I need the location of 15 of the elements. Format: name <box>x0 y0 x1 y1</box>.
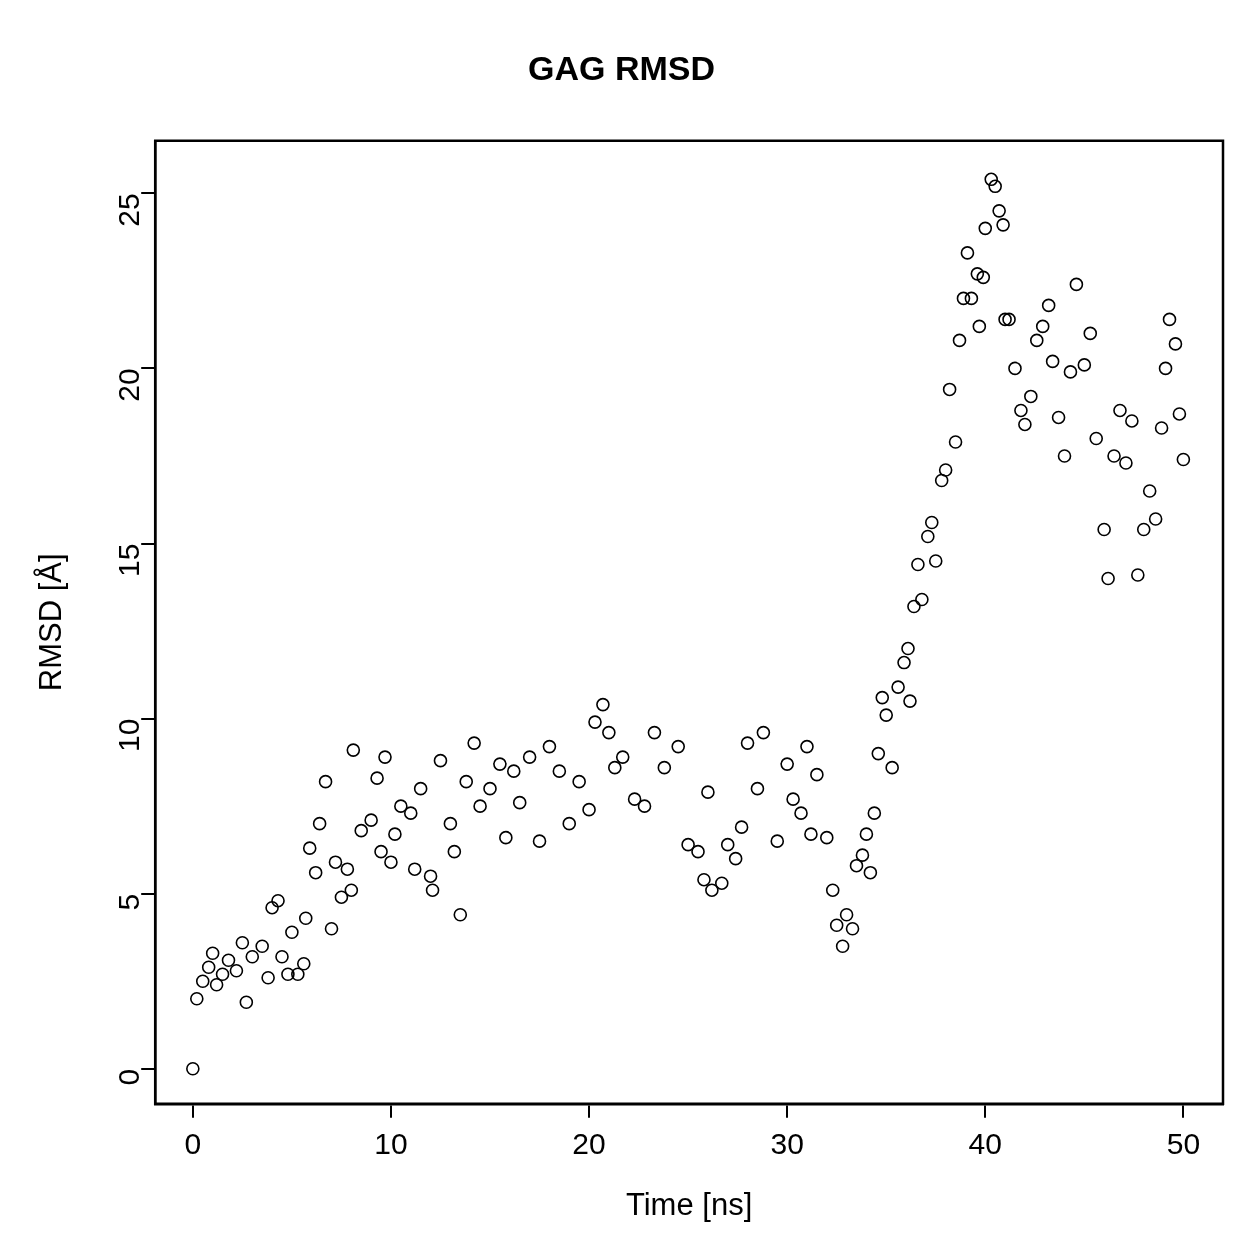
y-tick-label: 10 <box>112 718 146 752</box>
y-tick-label: 15 <box>112 543 146 577</box>
x-tick-label: 10 <box>374 1127 408 1161</box>
x-axis-title: Time [ns] <box>625 1186 753 1222</box>
y-tick-label: 5 <box>112 893 146 911</box>
y-tick-label: 20 <box>112 368 146 402</box>
x-tick-label: 40 <box>968 1127 1002 1161</box>
x-tick-label: 0 <box>184 1127 202 1161</box>
y-axis-title: RMSD [Å] <box>33 553 69 692</box>
chart-title: GAG RMSD <box>528 48 715 87</box>
x-tick-label: 50 <box>1166 1127 1201 1161</box>
y-tick-label: 25 <box>112 193 146 227</box>
x-tick-label: 20 <box>572 1127 606 1161</box>
x-tick-label: 30 <box>770 1127 804 1161</box>
y-tick-label: 0 <box>112 1068 146 1086</box>
